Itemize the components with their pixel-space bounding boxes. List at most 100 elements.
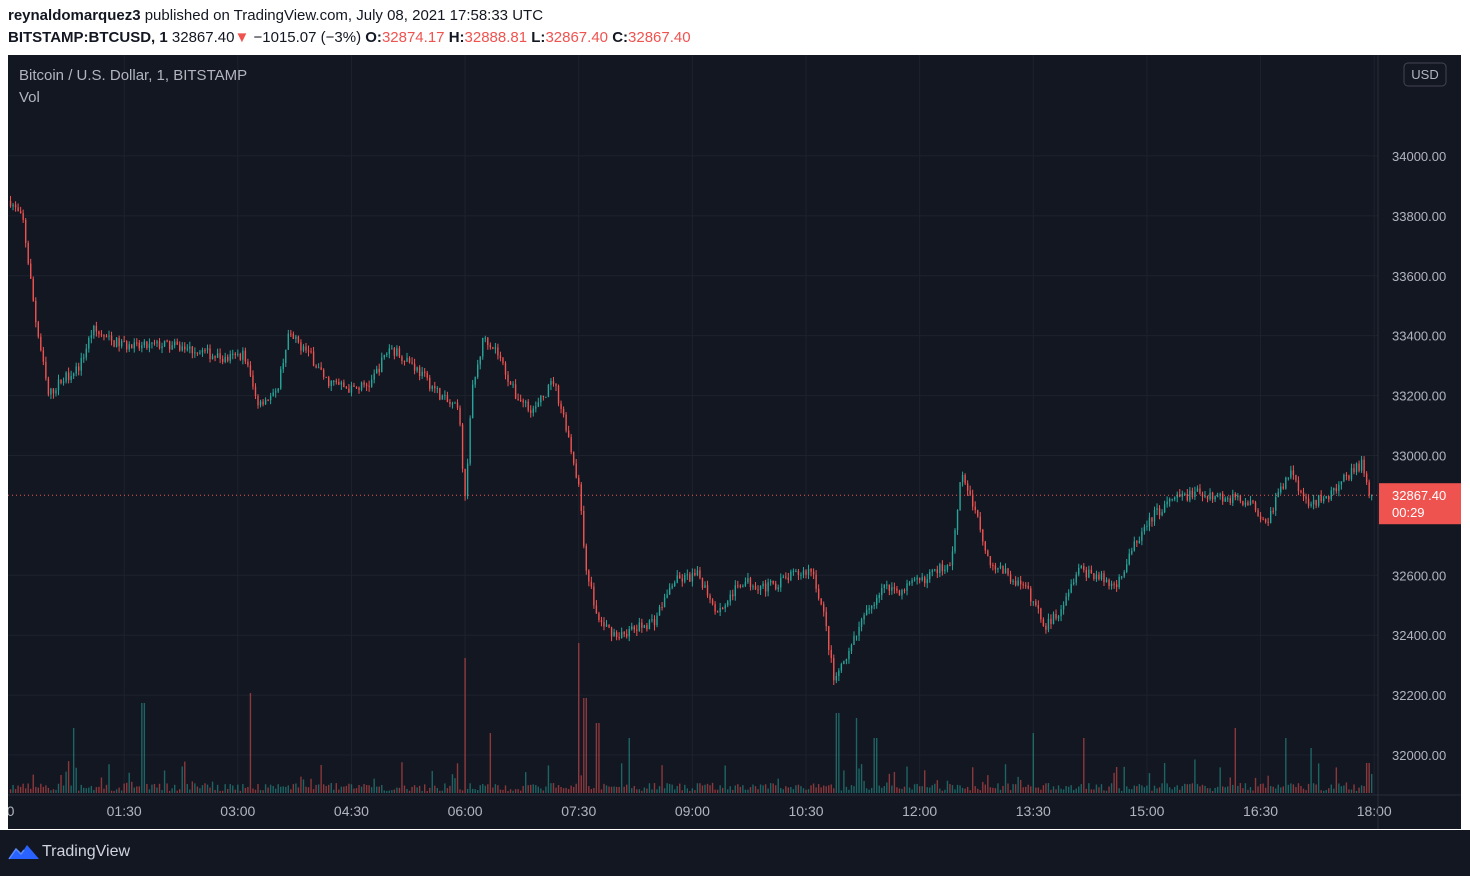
candle-body xyxy=(355,386,358,388)
candle-body xyxy=(317,367,320,369)
volume-bar xyxy=(40,783,42,793)
candle-body xyxy=(1290,470,1292,478)
candle-body xyxy=(254,386,257,396)
volume-bar xyxy=(163,770,166,793)
volume-bar xyxy=(1360,785,1363,793)
volume-bar xyxy=(663,788,666,793)
candle-body xyxy=(45,361,47,379)
close-value: 32867.40 xyxy=(628,29,691,46)
volume-bar xyxy=(913,784,916,793)
candle-body xyxy=(78,366,80,371)
volume-bar xyxy=(1307,783,1310,793)
volume-bar xyxy=(1224,787,1226,793)
candle-body xyxy=(785,576,787,578)
volume-bar xyxy=(812,783,815,793)
volume-bar xyxy=(381,784,383,793)
series-legend[interactable]: Bitcoin / U.S. Dollar, 1, BITSTAMP xyxy=(19,67,248,84)
candle-body xyxy=(88,337,90,349)
volume-bar xyxy=(752,784,754,793)
candle-body xyxy=(1338,484,1340,491)
candle-body xyxy=(636,629,638,631)
candle-body xyxy=(1002,565,1004,574)
currency-badge-label: USD xyxy=(1411,67,1438,82)
volume-bar xyxy=(80,784,82,793)
volume-bar xyxy=(742,785,744,793)
volume-bar xyxy=(1138,784,1141,793)
volume-bar xyxy=(840,790,843,793)
candle-body xyxy=(80,358,82,371)
volume-bar xyxy=(1080,784,1082,793)
tradingview-brand[interactable]: TradingView xyxy=(42,843,131,860)
candle-layer xyxy=(9,195,1373,686)
volume-bar xyxy=(542,790,545,793)
volume-bar xyxy=(845,786,848,793)
volume-bar xyxy=(239,790,242,793)
volume-bar xyxy=(1090,789,1093,793)
x-tick-label: 0 xyxy=(8,803,15,819)
volume-bar xyxy=(1333,788,1335,793)
candle-body xyxy=(800,574,802,576)
candle-body xyxy=(1120,576,1123,578)
volume-bar xyxy=(1242,788,1244,793)
volume-bar xyxy=(423,784,426,793)
volume-bar xyxy=(1206,788,1209,793)
volume-bar xyxy=(1269,786,1272,793)
volume-bar xyxy=(482,784,484,793)
candle-body xyxy=(221,358,224,362)
volume-bar xyxy=(1022,787,1024,793)
candle-body xyxy=(27,242,29,264)
candle-body xyxy=(676,575,678,583)
volume-bar xyxy=(780,787,782,793)
volume-bar xyxy=(62,785,65,793)
candle-body xyxy=(418,367,421,376)
volume-bar xyxy=(701,785,704,793)
volume-bar xyxy=(65,771,67,793)
volume-bar xyxy=(661,765,663,793)
volume-bar xyxy=(1295,787,1297,793)
y-tick-label: 32200.00 xyxy=(1392,688,1446,703)
candle-body xyxy=(1083,566,1085,570)
volume-bar xyxy=(530,784,532,793)
volume-bar xyxy=(830,784,832,793)
volume-bar xyxy=(1297,783,1300,793)
candle-body xyxy=(1090,569,1093,574)
candle-body xyxy=(1166,501,1168,505)
candle-body xyxy=(118,338,120,347)
volume-bar xyxy=(747,789,749,793)
candle-body xyxy=(353,385,355,387)
x-tick-label: 18:00 xyxy=(1357,803,1392,819)
volume-bar xyxy=(315,784,317,793)
candle-body xyxy=(552,380,555,384)
candlestick-chart[interactable]: 34000.00 33800.00 33600.00 33400.00 33200.00… xyxy=(8,55,1461,829)
volume-bar xyxy=(679,783,681,793)
volume-bar xyxy=(1103,790,1105,793)
volume-bar xyxy=(1320,790,1322,793)
volume-bar xyxy=(441,790,444,793)
candle-body xyxy=(525,401,527,403)
volume-bar xyxy=(514,789,517,793)
candle-body xyxy=(954,530,956,552)
volume-bar xyxy=(328,784,330,793)
volume-bar xyxy=(1287,784,1290,793)
candle-body xyxy=(1280,486,1282,493)
candle-body xyxy=(277,388,279,392)
volume-bar xyxy=(1310,748,1312,793)
volume-bar xyxy=(719,785,721,793)
candle-body xyxy=(1211,492,1214,500)
volume-bar xyxy=(757,789,759,793)
candle-body xyxy=(17,207,19,212)
author-name[interactable]: reynaldomarquez3 xyxy=(8,7,141,24)
volume-bar xyxy=(891,785,893,793)
volume-bar xyxy=(550,783,552,793)
volume-bar xyxy=(626,784,628,793)
volume-layer xyxy=(9,643,1373,793)
candle-body xyxy=(244,350,247,362)
candle-body xyxy=(72,373,75,376)
candle-body xyxy=(24,219,27,243)
volume-legend[interactable]: Vol xyxy=(19,89,40,106)
volume-bar xyxy=(1277,784,1279,793)
candle-body xyxy=(1007,568,1009,575)
tradingview-logo-icon[interactable] xyxy=(8,842,40,862)
candle-body xyxy=(567,430,570,438)
candle-body xyxy=(1035,601,1037,606)
